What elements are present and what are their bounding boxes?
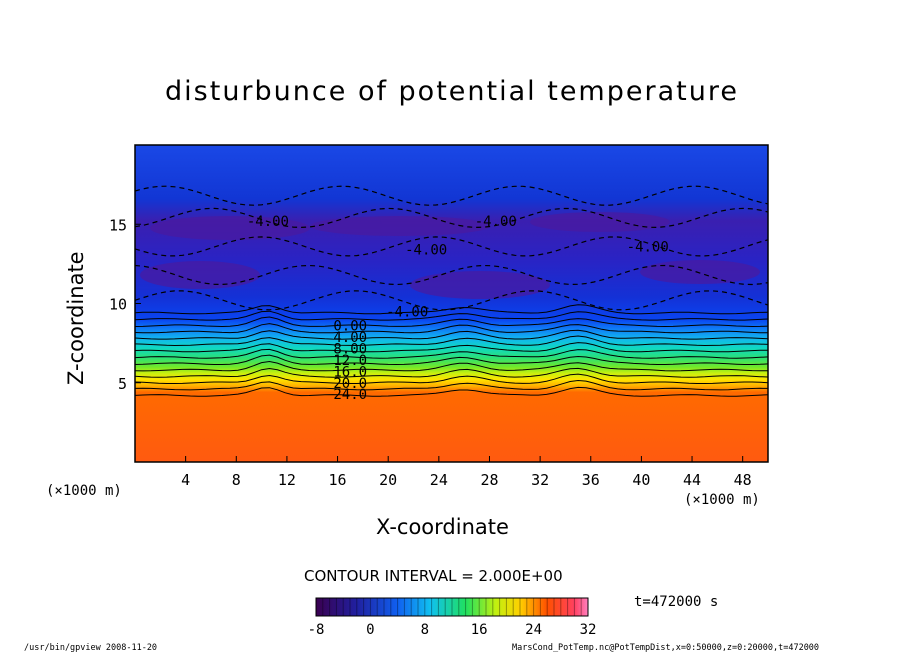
- contour-dashed: [134, 264, 769, 286]
- contour-solid: [134, 323, 769, 334]
- x-tick-label: 28: [480, 471, 498, 489]
- contour-label: 24.0: [333, 387, 367, 403]
- footer-file-info: MarsCond_PotTemp.nc@PotTempDist,x=0:5000…: [512, 643, 820, 653]
- colorbar-tick-label: -8: [307, 622, 325, 638]
- x-tick-label: 12: [278, 471, 296, 489]
- contour-label: 0.00: [333, 319, 367, 335]
- x-tick-label: 48: [734, 471, 752, 489]
- contour-label: 12.0: [333, 353, 367, 369]
- contour-label: -4.00: [405, 243, 447, 259]
- y-axis-ticks: 5 10 15: [109, 216, 141, 393]
- contour-label: -4.00: [627, 239, 669, 255]
- contour-dashed: [134, 207, 769, 229]
- contour-solid: [134, 329, 769, 340]
- x-axis-label: X-coordinate: [376, 515, 509, 539]
- time-label: t=472000 s: [634, 594, 719, 610]
- contour-label: -4.00: [386, 304, 428, 320]
- colorbar-stripes: [322, 598, 582, 616]
- contour-label: 8.00: [333, 342, 367, 358]
- colorbar-tick-label: 0: [366, 622, 375, 638]
- contour-label: 4.00: [333, 330, 367, 346]
- contour-solid: [134, 335, 769, 347]
- contour-solid: [134, 367, 769, 378]
- colorbar-tick-label: 8: [420, 622, 430, 638]
- x-tick-label: 20: [379, 471, 397, 489]
- x-tick-label: 24: [430, 471, 448, 489]
- y-tick-label: 5: [118, 375, 127, 393]
- contour-solid: [134, 304, 769, 315]
- x-axis-ticks: 4 8 12 16 20 24 28 32 36 40 44 48: [181, 456, 752, 489]
- contour-interval-text: CONTOUR INTERVAL = 2.000E+00: [304, 567, 563, 585]
- x-unit-label-left: (×1000 m): [46, 483, 122, 499]
- x-tick-label: 4: [181, 471, 190, 489]
- x-unit-label-right: (×1000 m): [684, 492, 760, 508]
- contour-solid: [134, 316, 769, 328]
- colorbar: [315, 597, 589, 617]
- contour-lines: [134, 185, 769, 397]
- contour-dashed: [134, 185, 769, 206]
- x-tick-label: 16: [329, 471, 347, 489]
- x-tick-label: 36: [582, 471, 600, 489]
- chart-title: disturbunce of potential temperature: [165, 76, 739, 107]
- contour-label: -4.00: [247, 214, 289, 230]
- y-axis-label: Z-coordinate: [64, 251, 88, 385]
- contour-label: 20.0: [333, 376, 367, 392]
- contour-solid: [134, 379, 769, 391]
- contour-dashed: [134, 236, 769, 257]
- contour-solid: [134, 373, 769, 384]
- colorbar-tick-label: 16: [470, 622, 488, 638]
- contour-label: -4.00: [475, 214, 517, 230]
- contour-solid: [134, 386, 769, 397]
- purple-regions: [140, 212, 760, 299]
- contour-dashed: [134, 290, 769, 311]
- contour-solid: [134, 342, 768, 353]
- y-tick-label: 10: [109, 296, 127, 314]
- heatmap-field: [135, 145, 768, 462]
- x-tick-label: 40: [632, 471, 650, 489]
- x-tick-label: 8: [232, 471, 241, 489]
- contour-label: 16.0: [333, 364, 367, 380]
- colorbar-tick-label: 24: [525, 622, 543, 638]
- colorbar-tick-label: 32: [579, 622, 597, 638]
- contour-solid: [134, 354, 769, 366]
- contour-solid: [134, 360, 768, 372]
- contour-solid: [134, 310, 769, 321]
- footer-program-info: /usr/bin/gpview 2008-11-20: [24, 643, 158, 653]
- x-tick-label: 32: [531, 471, 549, 489]
- contour-labels: -4.00 -4.00 -4.00 -4.00 -4.00 0.004.008.0012.…: [247, 214, 669, 403]
- contour-solid: [134, 348, 769, 359]
- x-tick-label: 44: [683, 471, 701, 489]
- y-tick-label: 15: [109, 216, 127, 234]
